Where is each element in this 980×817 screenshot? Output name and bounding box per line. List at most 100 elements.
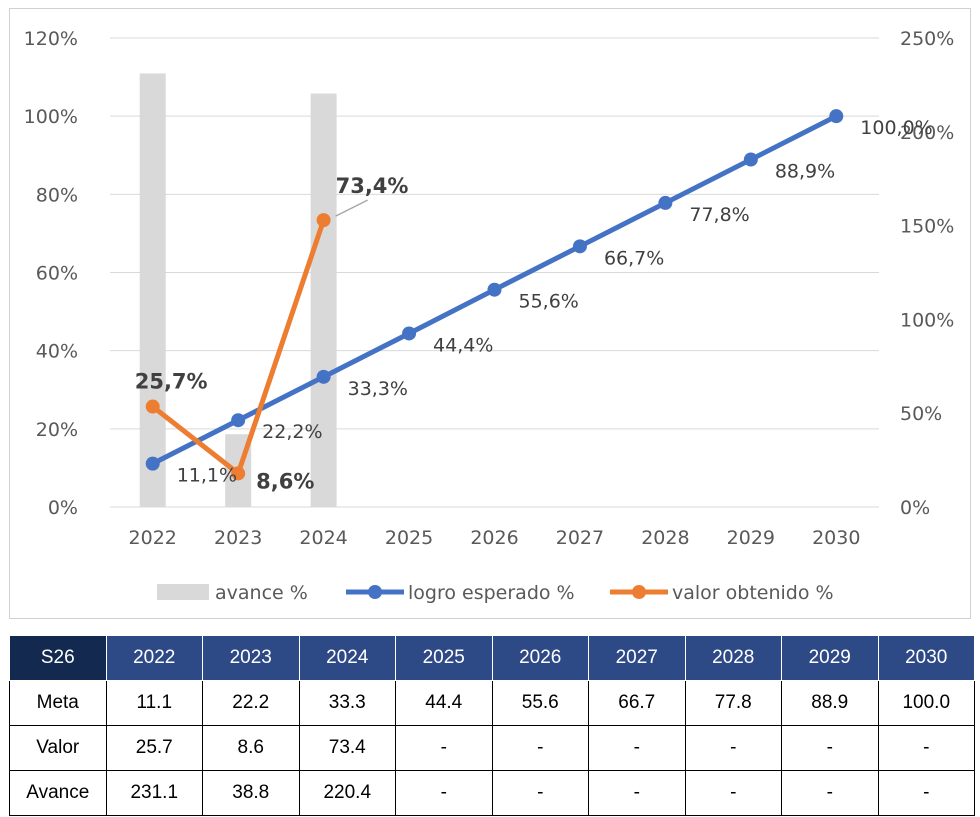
table-row: Avance 231.1 38.8 220.4- - - - - - bbox=[9, 770, 975, 816]
y-right-tick-label: 200% bbox=[900, 122, 954, 144]
data-label-logro-esperado: 22,2% bbox=[262, 421, 322, 443]
data-label-logro-esperado: 33,3% bbox=[348, 378, 408, 400]
data-label-valor-obtenido: 25,7% bbox=[135, 370, 208, 394]
x-tick-label: 2027 bbox=[556, 527, 604, 549]
table-cell: 38.8 bbox=[202, 770, 300, 816]
y-left-tick-label: 40% bbox=[36, 341, 78, 363]
table-row: Meta 11.1 22.2 33.3 44.4 55.6 66.7 77.8 88.9 100.… bbox=[9, 680, 975, 726]
point-valor-obtenido bbox=[231, 466, 246, 481]
data-table: S26 2022 2023 2024 2025 2026 2027 2028 2029 2030 … bbox=[9, 635, 975, 816]
table-cell: 44.4 bbox=[395, 680, 493, 726]
table-header-cell: 2023 bbox=[202, 635, 300, 681]
table-cell: 88.9 bbox=[781, 680, 879, 726]
point-logro-esperado bbox=[487, 282, 502, 297]
table-row-label: Avance bbox=[9, 770, 107, 816]
chart-frame: 0% 20% 40% 60% 80% 100% 120% 0% 50% 100% 150% 200% 2… bbox=[9, 8, 971, 619]
table-cell: 77.8 bbox=[684, 680, 782, 726]
point-logro-esperado bbox=[572, 239, 587, 254]
table-cell: - bbox=[491, 725, 589, 771]
legend-label-logro-esperado: logro esperado % bbox=[408, 582, 575, 604]
point-logro-esperado bbox=[316, 369, 331, 384]
table-cell: - bbox=[395, 725, 493, 771]
bar-avance bbox=[310, 93, 337, 507]
point-logro-esperado bbox=[743, 152, 758, 167]
x-tick-label: 2022 bbox=[129, 527, 177, 549]
y-left-tick-label: 100% bbox=[24, 106, 78, 128]
x-tick-label: 2030 bbox=[812, 527, 860, 549]
table-corner-cell: S26 bbox=[9, 635, 107, 681]
y-left-tick-label: 0% bbox=[48, 497, 78, 519]
y-right-tick-label: 250% bbox=[900, 28, 954, 50]
data-label-logro-esperado: 55,6% bbox=[519, 291, 579, 313]
table-cell: - bbox=[781, 725, 879, 771]
table-header-cell: 2027 bbox=[588, 635, 686, 681]
legend-label-avance: avance % bbox=[215, 582, 308, 604]
table-cell: - bbox=[588, 725, 686, 771]
table-cell: - bbox=[491, 770, 589, 816]
table-cell: 55.6 bbox=[491, 680, 589, 726]
table-cell: 25.7 bbox=[105, 725, 203, 771]
table-cell: 100.0 bbox=[877, 680, 975, 726]
x-tick-label: 2026 bbox=[470, 527, 518, 549]
table-cell: 11.1 bbox=[105, 680, 203, 726]
y-left-tick-label: 120% bbox=[24, 28, 78, 50]
table-cell: - bbox=[395, 770, 493, 816]
table-row-label: Meta bbox=[9, 680, 107, 726]
table-row: Valor 25.7 8.6 73.4- - - - - - bbox=[9, 725, 975, 771]
data-label-leader-line bbox=[335, 199, 368, 217]
legend-swatch-avance bbox=[157, 584, 209, 600]
table-cell: - bbox=[684, 770, 782, 816]
table-header-cell: 2028 bbox=[684, 635, 782, 681]
x-tick-label: 2024 bbox=[299, 527, 347, 549]
point-logro-esperado bbox=[402, 326, 417, 341]
y-right-tick-label: 150% bbox=[900, 216, 954, 238]
table-cell: - bbox=[588, 770, 686, 816]
table-cell: - bbox=[684, 725, 782, 771]
bar-avance bbox=[139, 73, 166, 508]
x-tick-label: 2029 bbox=[727, 527, 775, 549]
table-cell: - bbox=[877, 725, 975, 771]
y-left-tick-label: 60% bbox=[36, 263, 78, 285]
data-label-valor-obtenido: 8,6% bbox=[256, 469, 314, 493]
table-cell: - bbox=[781, 770, 879, 816]
point-logro-esperado bbox=[231, 413, 246, 428]
legend-marker-logro-esperado bbox=[368, 585, 382, 599]
table-header-cell: 2029 bbox=[781, 635, 879, 681]
point-valor-obtenido bbox=[316, 213, 331, 228]
table-header-row: S26 2022 2023 2024 2025 2026 2027 2028 2029 2030 bbox=[9, 635, 975, 681]
table-header-cell: 2030 bbox=[877, 635, 975, 681]
x-tick-label: 2023 bbox=[214, 527, 262, 549]
table-row-label: Valor bbox=[9, 725, 107, 771]
table-cell: 220.4 bbox=[298, 770, 396, 816]
table-cell: 8.6 bbox=[202, 725, 300, 771]
point-logro-esperado bbox=[658, 195, 673, 210]
y-right-tick-label: 0% bbox=[900, 497, 930, 519]
table-cell: 231.1 bbox=[105, 770, 203, 816]
data-label-logro-esperado: 44,4% bbox=[433, 334, 493, 356]
table-cell: 33.3 bbox=[298, 680, 396, 726]
data-label-valor-obtenido: 73,4% bbox=[336, 174, 409, 198]
table-cell: - bbox=[877, 770, 975, 816]
y-right-tick-label: 100% bbox=[900, 309, 954, 331]
data-label-logro-esperado: 11,1% bbox=[177, 465, 237, 487]
data-label-logro-esperado: 100,0% bbox=[860, 117, 932, 139]
table-cell: 73.4 bbox=[298, 725, 396, 771]
data-label-logro-esperado: 88,9% bbox=[775, 161, 835, 183]
x-tick-label: 2025 bbox=[385, 527, 433, 549]
y-left-tick-label: 80% bbox=[36, 184, 78, 206]
data-label-logro-esperado: 66,7% bbox=[604, 247, 664, 269]
table-header-cell: 2026 bbox=[491, 635, 589, 681]
table-header-cell: 2024 bbox=[298, 635, 396, 681]
chart-svg: 0% 20% 40% 60% 80% 100% 120% 0% 50% 100% 150% 200% 2… bbox=[24, 28, 955, 604]
point-valor-obtenido bbox=[145, 399, 160, 414]
table-header-cell: 2022 bbox=[105, 635, 203, 681]
table-header-cell: 2025 bbox=[395, 635, 493, 681]
table-cell: 66.7 bbox=[588, 680, 686, 726]
y-left-tick-label: 20% bbox=[36, 419, 78, 441]
y-right-tick-label: 50% bbox=[900, 403, 942, 425]
legend-label-valor-obtenido: valor obtenido % bbox=[672, 582, 834, 604]
data-label-logro-esperado: 77,8% bbox=[689, 204, 749, 226]
point-logro-esperado bbox=[145, 456, 160, 471]
point-logro-esperado bbox=[829, 109, 844, 124]
x-tick-label: 2028 bbox=[641, 527, 689, 549]
